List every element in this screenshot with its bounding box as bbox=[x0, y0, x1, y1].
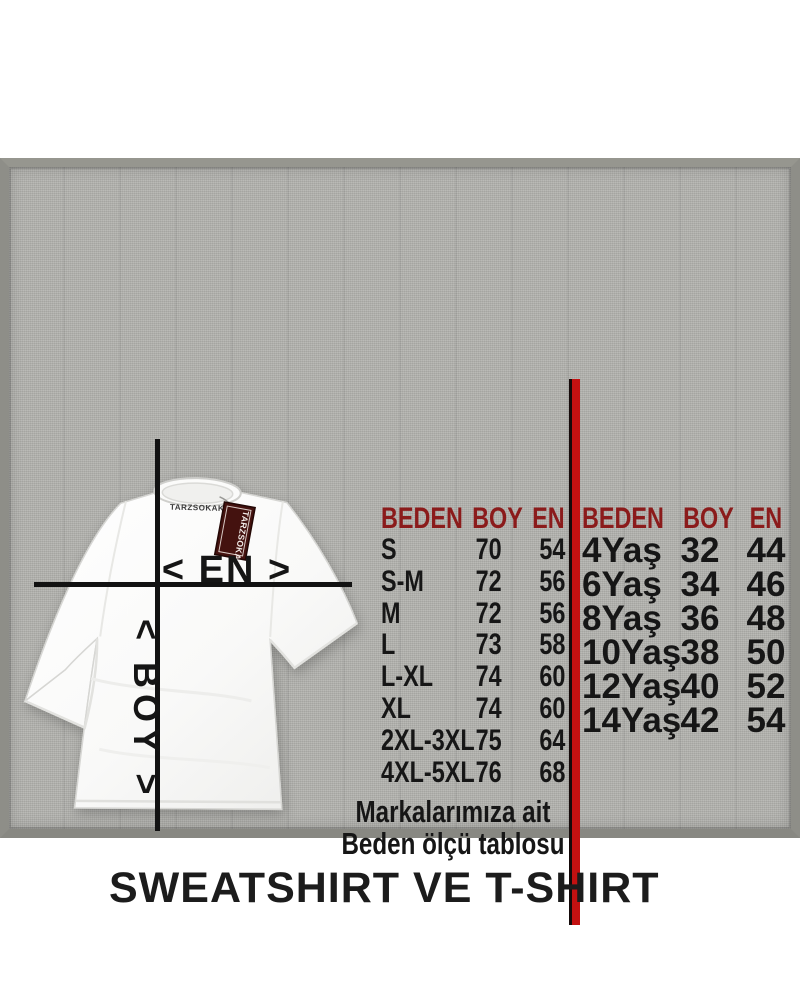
en-cell: 52 bbox=[746, 667, 786, 706]
size-cell: M bbox=[381, 596, 401, 630]
boy-cell: 34 bbox=[680, 565, 720, 604]
kids-table-row: 12Yaş 40 52 bbox=[582, 667, 800, 706]
tshirt-illustration: TARZSOKAK TARZSOKAK bbox=[23, 477, 359, 811]
length-label: < BOY > bbox=[126, 619, 167, 801]
adult-table-row: XL 74 60 bbox=[381, 693, 567, 725]
boy-cell: 72 bbox=[475, 596, 503, 630]
en-cell: 48 bbox=[746, 599, 786, 638]
size-cell: 4Yaş bbox=[582, 531, 662, 570]
en-cell: 54 bbox=[538, 533, 565, 566]
en-cell: 56 bbox=[538, 596, 565, 630]
kids-table-row: 8Yaş 36 48 bbox=[582, 599, 800, 638]
size-cell: L bbox=[381, 628, 396, 662]
hang-tag: TARZSOKAK bbox=[213, 501, 256, 568]
en-cell: 44 bbox=[746, 531, 786, 570]
kids-table-row: 4Yaş 32 44 bbox=[582, 531, 800, 570]
size-cell: 14Yaş bbox=[582, 701, 682, 740]
en-cell: 60 bbox=[538, 691, 565, 725]
tshirt-group: TARZSOKAK TARZSOKAK bbox=[23, 477, 359, 811]
en-cell: 60 bbox=[538, 660, 565, 694]
boy-cell: 40 bbox=[680, 667, 720, 706]
adult-table-row: S 70 54 bbox=[381, 534, 567, 566]
en-cell: 50 bbox=[746, 633, 786, 672]
table-caption: Markalarımıza ait Beden ölçü tablosu bbox=[309, 796, 597, 860]
kids-header-boy: BOY bbox=[683, 502, 734, 535]
adult-table-row: 4XL-5XL 76 68 bbox=[381, 755, 567, 789]
product-category-title: SWEATSHIRT VE T-SHIRT bbox=[109, 864, 660, 912]
tshirt-silhouette bbox=[23, 490, 359, 811]
adult-size-table: BEDEN BOY EN S 70 54 S-M 72 56 M 72 56 L bbox=[381, 503, 567, 788]
en-cell: 56 bbox=[538, 564, 565, 598]
red-divider-line bbox=[569, 379, 580, 925]
adult-header-boy: BOY bbox=[472, 502, 523, 535]
caption-line1: Markalarımıza ait bbox=[355, 794, 551, 829]
adult-table-row: L-XL 74 60 bbox=[381, 661, 567, 693]
size-cell: 12Yaş bbox=[582, 667, 682, 706]
left-sleeve-cuff bbox=[24, 638, 99, 730]
left-shoulder-seam bbox=[99, 501, 127, 637]
boy-cell: 32 bbox=[680, 531, 720, 570]
size-cell: S bbox=[381, 533, 397, 566]
boy-cell: 74 bbox=[475, 691, 503, 725]
boy-cell: 73 bbox=[475, 628, 503, 662]
adult-table-row: S-M 72 56 bbox=[381, 564, 567, 598]
size-cell: S-M bbox=[381, 564, 424, 598]
kids-header-beden: BEDEN bbox=[582, 502, 664, 535]
wrinkle bbox=[90, 677, 252, 703]
size-cell: XL bbox=[381, 691, 411, 725]
size-cell: 6Yaş bbox=[582, 565, 662, 604]
adult-table-row: L 73 58 bbox=[381, 629, 567, 661]
boy-cell: 42 bbox=[680, 701, 720, 740]
kids-table-row: 10Yaş 38 50 bbox=[582, 633, 800, 672]
adult-header-beden: BEDEN bbox=[381, 502, 463, 535]
size-cell: 8Yaş bbox=[582, 599, 662, 638]
hem-line bbox=[75, 799, 281, 804]
boy-cell: 74 bbox=[475, 660, 503, 694]
en-cell: 58 bbox=[538, 628, 565, 662]
kids-header-en: EN bbox=[749, 502, 783, 535]
size-cell: 10Yaş bbox=[582, 633, 682, 672]
right-sleeve-cuff bbox=[269, 622, 358, 670]
adult-header-en: EN bbox=[532, 502, 565, 535]
width-label: < EN > bbox=[161, 549, 293, 591]
collar-inner bbox=[161, 482, 234, 505]
en-cell: 46 bbox=[746, 565, 786, 604]
size-cell: L-XL bbox=[381, 660, 433, 694]
boy-cell: 36 bbox=[680, 599, 720, 638]
adult-table-header: BEDEN BOY EN bbox=[381, 503, 567, 534]
boy-cell: 76 bbox=[475, 755, 503, 789]
boy-cell: 38 bbox=[680, 633, 720, 672]
adult-table-row: M 72 56 bbox=[381, 596, 567, 630]
size-cell: 4XL-5XL bbox=[381, 755, 475, 789]
gray-textured-panel: TARZSOKAK TARZSOKAK < EN > < BOY > BEDEN… bbox=[0, 158, 800, 925]
wrinkle bbox=[98, 747, 271, 770]
boy-cell: 75 bbox=[475, 723, 503, 757]
caption-line2: Beden ölçü tablosu bbox=[341, 826, 565, 861]
boy-cell: 72 bbox=[475, 564, 503, 598]
boy-cell: 70 bbox=[475, 533, 503, 566]
collar-brand-text: TARZSOKAK bbox=[170, 503, 225, 513]
kids-size-table: BEDEN BOY EN 4Yaş 32 44 6Yaş 34 46 8Yaş … bbox=[582, 503, 800, 738]
kids-table-header: BEDEN BOY EN bbox=[582, 503, 800, 534]
length-measure-line bbox=[155, 439, 160, 831]
right-shoulder-seam bbox=[269, 501, 284, 638]
en-cell: 54 bbox=[746, 701, 786, 740]
width-measure-line bbox=[34, 582, 352, 587]
en-cell: 68 bbox=[538, 755, 565, 789]
kids-table-row: 14Yaş 42 54 bbox=[582, 701, 800, 740]
size-cell: 2XL-3XL bbox=[381, 723, 475, 757]
en-cell: 64 bbox=[538, 723, 565, 757]
kids-table-row: 6Yaş 34 46 bbox=[582, 565, 800, 604]
adult-table-row: 2XL-3XL 75 64 bbox=[381, 723, 567, 757]
